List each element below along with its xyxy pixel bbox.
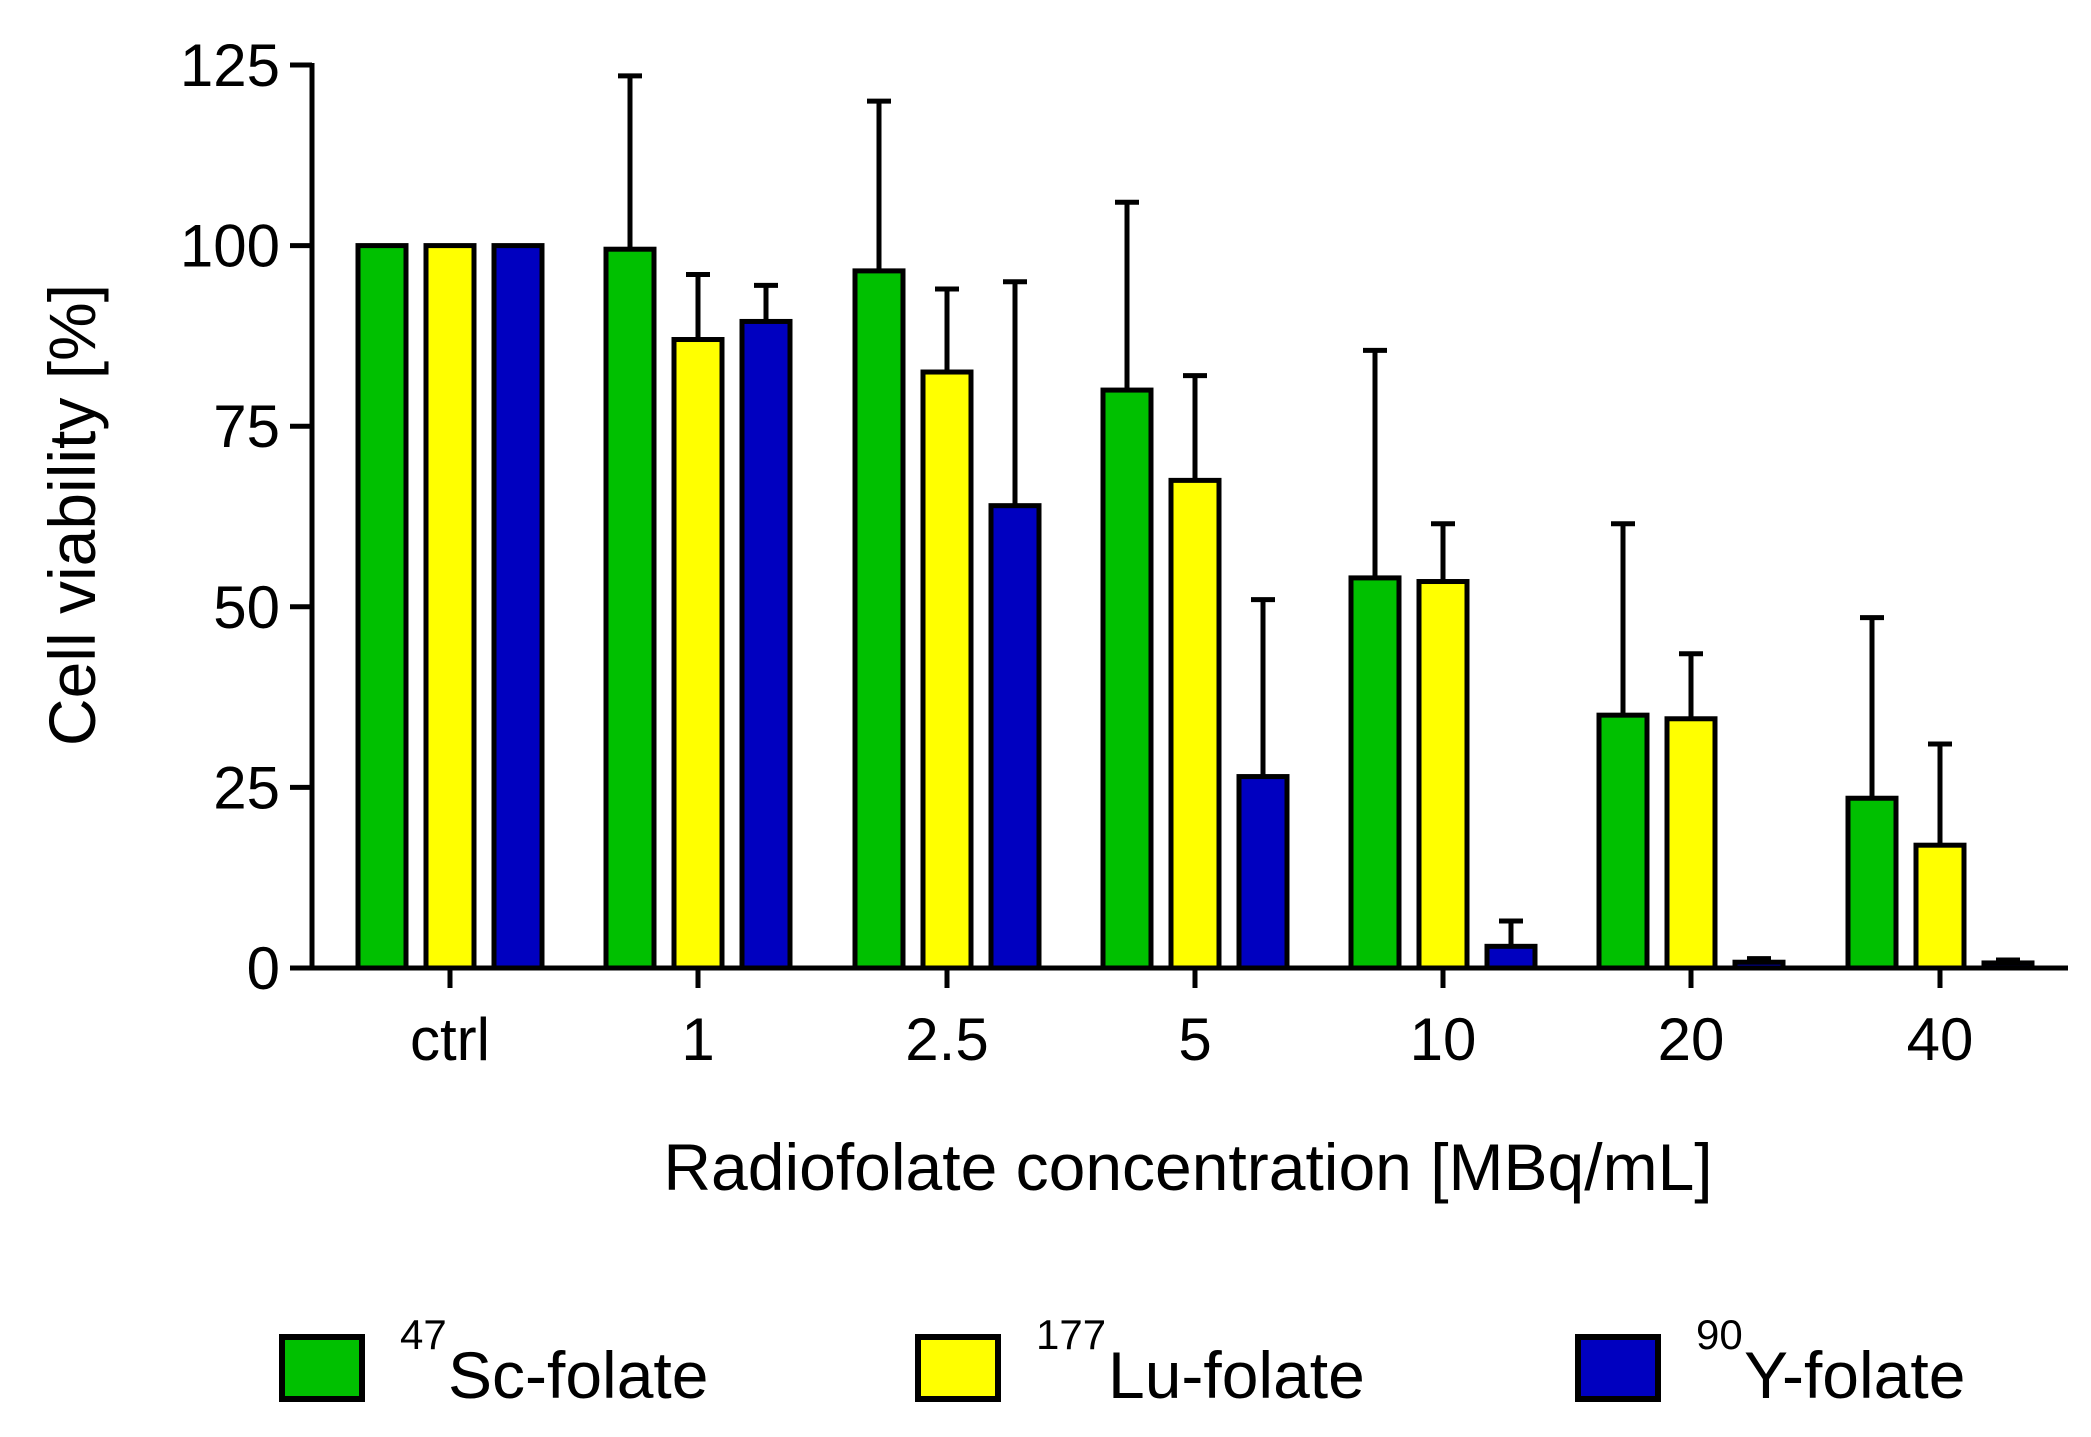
bar-90-10 — [1484, 943, 1538, 971]
error-bar-47-1 — [618, 73, 642, 250]
bar-177-40 — [1913, 842, 1967, 971]
x-tick-label-40: 40 — [1907, 1006, 1974, 1073]
y-tick-label-75: 75 — [213, 393, 280, 460]
legend-swatch-177 — [915, 1334, 1001, 1402]
bar-177-2.5 — [920, 369, 974, 971]
bar-90-2.5 — [988, 503, 1042, 971]
legend-isotope-47: 47 — [400, 1311, 447, 1358]
error-bar-177-20 — [1679, 651, 1703, 719]
legend-label-177: Lu-folate — [1108, 1338, 1365, 1412]
legend-label-47: Sc-folate — [448, 1338, 708, 1412]
x-tick-label-5: 5 — [1178, 1006, 1211, 1073]
bar-47-20 — [1596, 712, 1650, 971]
legend-isotope-90: 90 — [1696, 1311, 1743, 1358]
bar-47-ctrl — [355, 243, 409, 971]
y-tick-label-25: 25 — [213, 754, 280, 821]
error-bar-90-20 — [1747, 956, 1771, 963]
legend-label-90: Y-folate — [1744, 1338, 1965, 1412]
bar-177-10 — [1416, 579, 1470, 971]
error-bar-90-40 — [1996, 957, 2020, 963]
error-bar-90-1 — [754, 282, 778, 322]
y-tick-label-0: 0 — [247, 935, 280, 1002]
x-tick-label-ctrl: ctrl — [410, 1006, 490, 1073]
x-axis-title: Radiofolate concentration [MBq/mL] — [663, 1130, 1712, 1204]
error-bar-90-10 — [1499, 918, 1523, 947]
bar-47-1 — [603, 246, 657, 971]
y-tick-label-125: 125 — [180, 32, 280, 99]
error-bar-47-40 — [1860, 615, 1884, 799]
error-bar-177-5 — [1183, 373, 1207, 481]
error-bar-177-10 — [1431, 521, 1455, 582]
y-axis-title: Cell viability [%] — [35, 284, 109, 746]
bar-47-5 — [1100, 387, 1154, 971]
bar-177-1 — [671, 337, 725, 971]
axes-layer: 0 25 50 75 100 125 ctrl 1 2.5 5 10 20 40 — [180, 32, 2068, 1073]
error-bar-177-2.5 — [935, 286, 959, 373]
bar-47-40 — [1845, 795, 1899, 971]
x-tick-label-1: 1 — [681, 1006, 714, 1073]
error-bars-layer — [618, 73, 2020, 963]
bar-177-ctrl — [423, 243, 477, 971]
error-bar-177-40 — [1928, 741, 1952, 846]
bar-47-10 — [1348, 575, 1402, 971]
legend-isotope-177: 177 — [1036, 1311, 1106, 1358]
y-tick-label-50: 50 — [213, 574, 280, 641]
legend-item-90: 90Y-folate — [1575, 1311, 1965, 1412]
bar-90-1 — [739, 318, 793, 971]
bar-47-2.5 — [852, 268, 906, 971]
bar-177-5 — [1168, 477, 1222, 971]
x-tick-label-10: 10 — [1410, 1006, 1477, 1073]
bar-90-5 — [1236, 774, 1290, 971]
bar-177-20 — [1664, 716, 1718, 971]
legend-swatch-47 — [279, 1334, 365, 1402]
error-bar-90-5 — [1251, 597, 1275, 777]
error-bar-47-20 — [1611, 521, 1635, 716]
y-tick-label-100: 100 — [180, 213, 280, 280]
legend-swatch-90 — [1575, 1334, 1661, 1402]
error-bar-90-2.5 — [1003, 279, 1027, 506]
x-tick-label-20: 20 — [1658, 1006, 1725, 1073]
error-bar-47-2.5 — [867, 98, 891, 271]
error-bar-47-5 — [1115, 199, 1139, 391]
x-tick-label-2.5: 2.5 — [905, 1006, 988, 1073]
bar-90-ctrl — [491, 243, 545, 971]
bars-layer — [355, 243, 2035, 971]
error-bar-47-10 — [1363, 347, 1387, 578]
error-bar-177-1 — [686, 271, 710, 340]
